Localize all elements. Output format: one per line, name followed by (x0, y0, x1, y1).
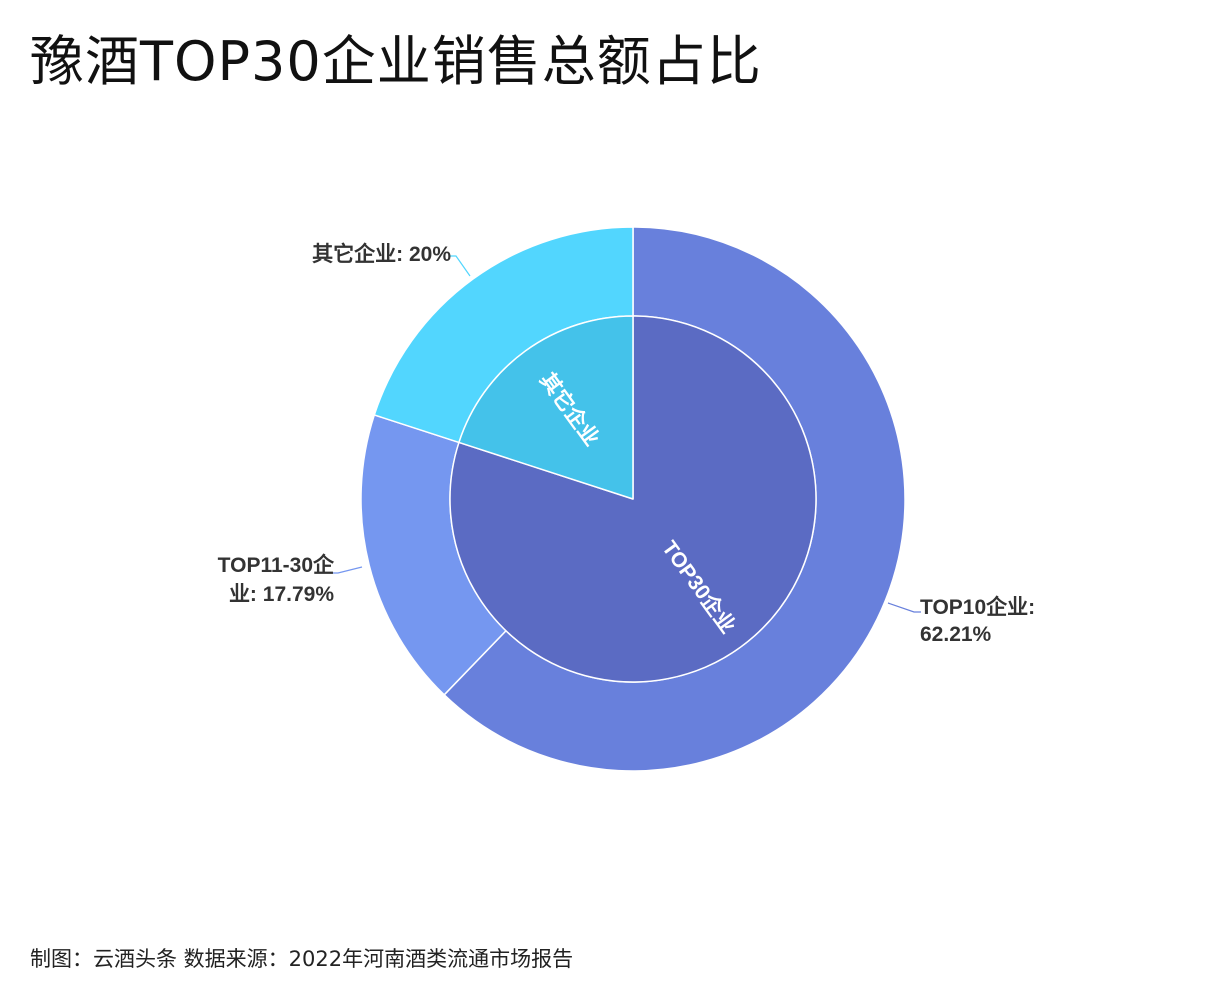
other-leader-line (450, 255, 471, 277)
other-label: 其它企业: 20% (312, 242, 451, 266)
top11-30-label-line2: 业: 17.79% (229, 583, 334, 606)
chart-title: 豫酒TOP30企业销售总额占比 (30, 30, 762, 93)
top11-30-label-line1: TOP11-30企 (218, 553, 335, 577)
inner-slice-2-other (458, 315, 634, 500)
inner-slice-1-top30 (449, 315, 817, 683)
inner-ring (449, 315, 817, 683)
outer-labels: TOP10企业: 62.21% TOP11-30企 业: 17.79% 其它企业… (218, 242, 1036, 646)
top10-label-line1: TOP10企业: (920, 595, 1035, 619)
top10-label-value: 62.21% (920, 623, 992, 646)
top11-30-leader-line (332, 566, 363, 574)
outer-ring (360, 226, 906, 772)
top10-leader-line (887, 602, 921, 613)
source-note: 制图：云酒头条 数据来源：2022年河南酒类流通市场报告 (30, 947, 574, 971)
